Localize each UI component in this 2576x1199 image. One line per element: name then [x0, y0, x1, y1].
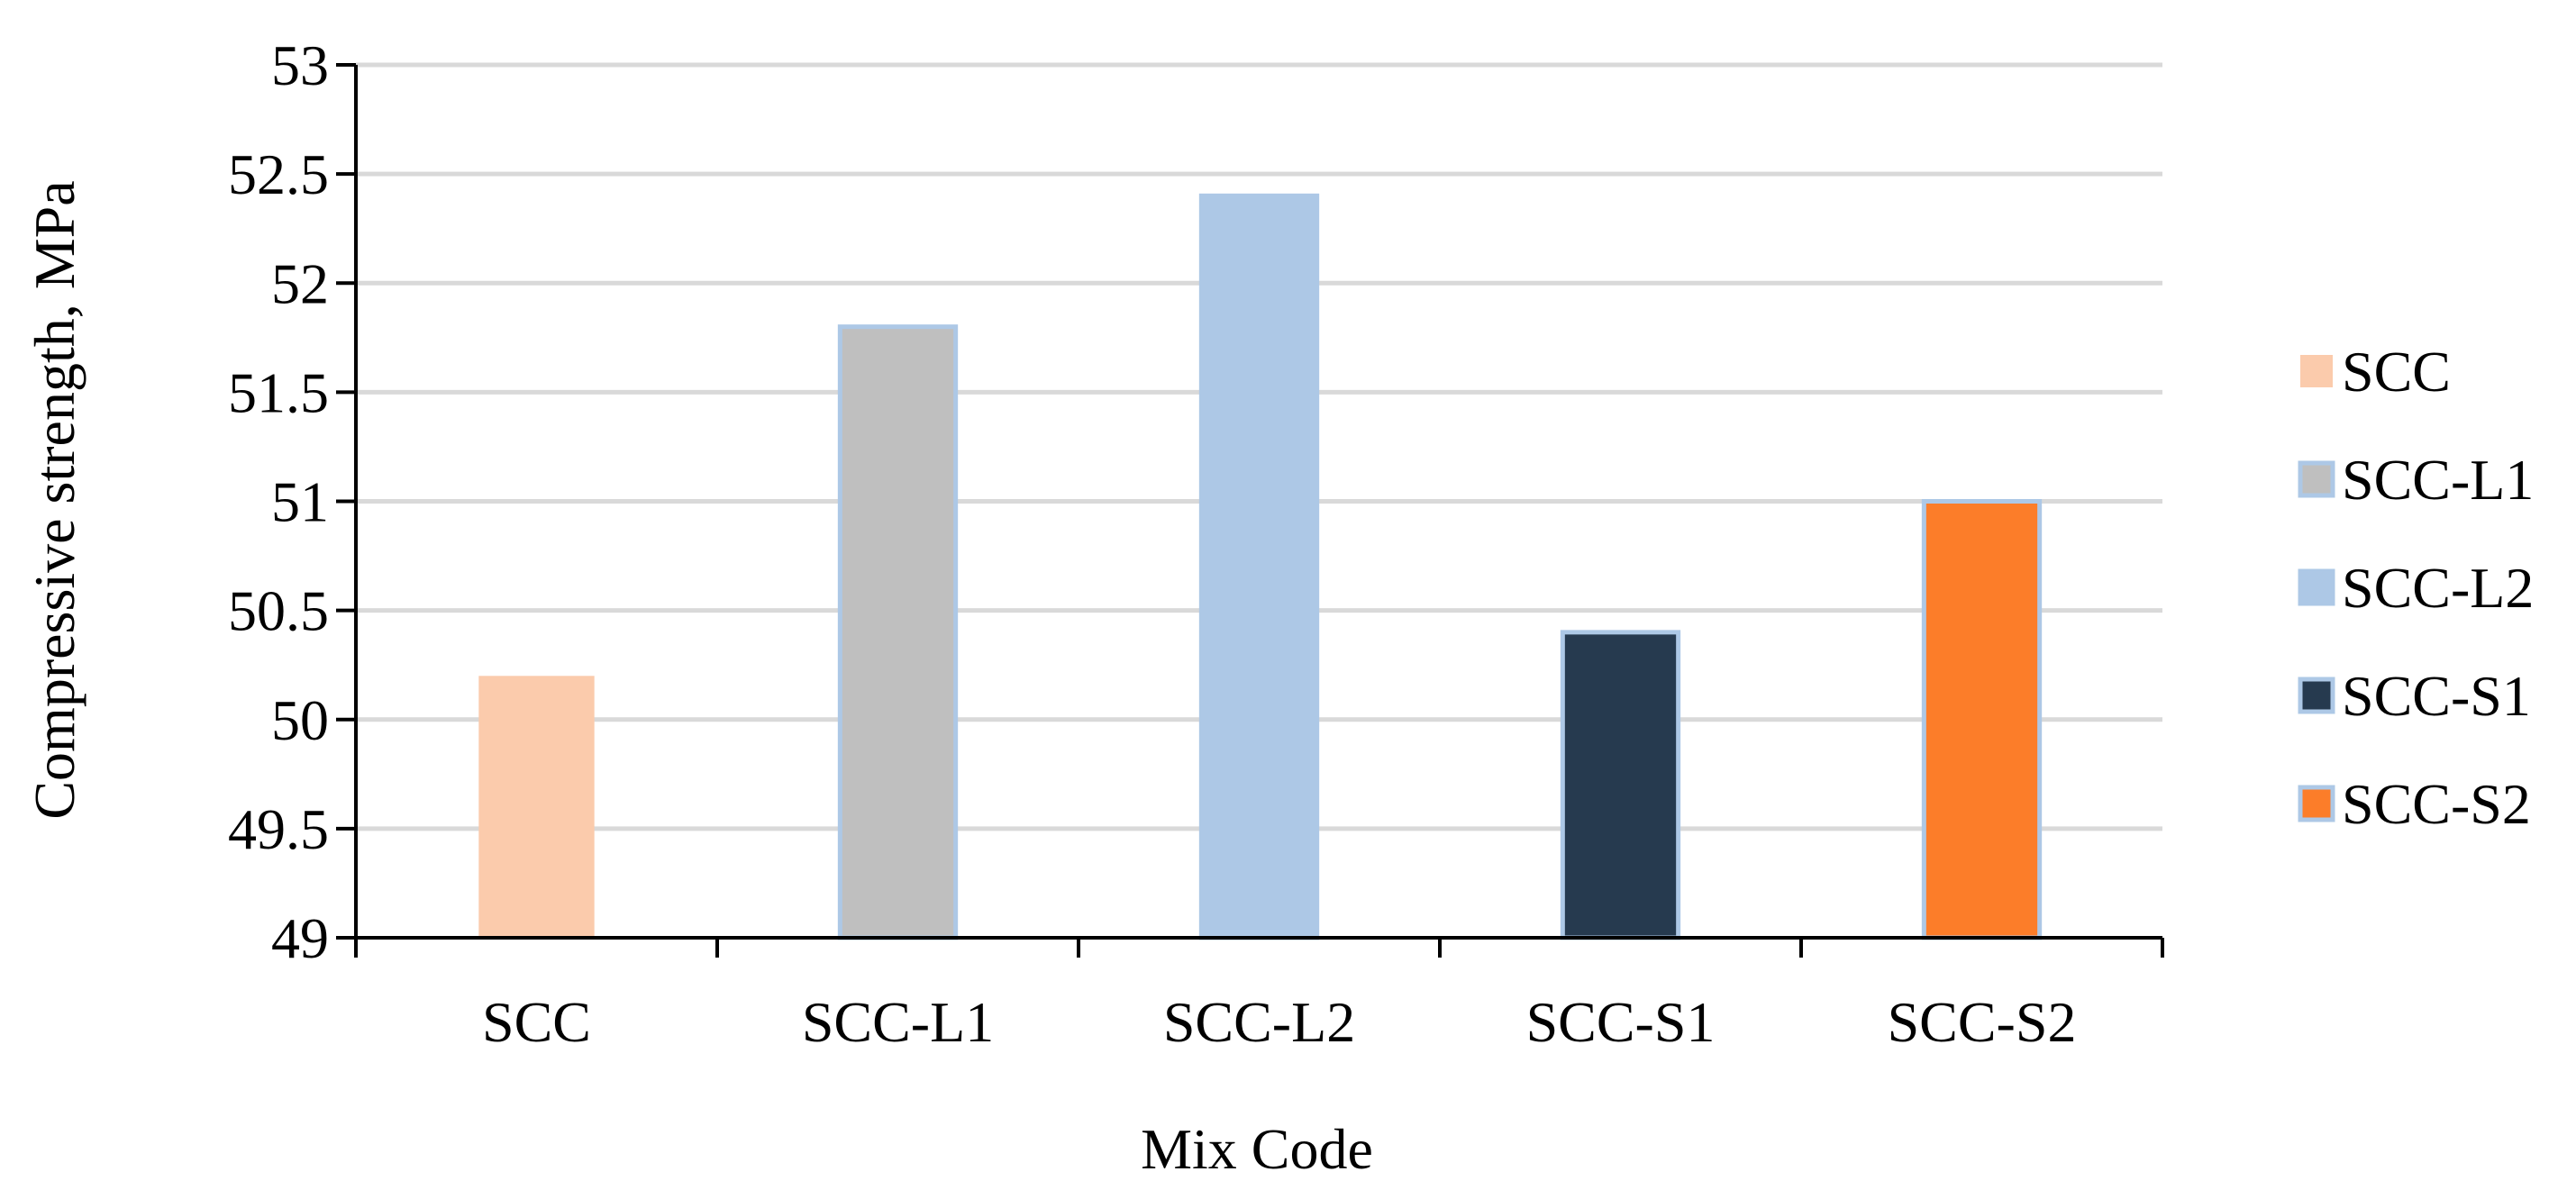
x-tick-label: SCC-L1	[802, 990, 994, 1054]
y-tick-label: 53	[271, 33, 329, 97]
y-tick-labels: 49 49.5 50 50.5 51 51.5 52 52.5 53	[228, 33, 329, 970]
legend-label: SCC-S1	[2342, 664, 2531, 728]
y-tick-label: 49.5	[228, 797, 329, 861]
y-tick-label: 52.5	[228, 142, 329, 206]
legend-label: SCC-S2	[2342, 772, 2531, 836]
y-tick-label: 51.5	[228, 360, 329, 424]
legend-label: SCC-L2	[2342, 556, 2534, 620]
legend-swatch	[2298, 677, 2335, 714]
y-tick-label: 51	[271, 470, 329, 534]
x-tick-labels: SCC SCC-L1 SCC-L2 SCC-S1 SCC-S2	[482, 990, 2076, 1054]
bars	[478, 193, 2043, 940]
bar-scc-s1	[1560, 630, 1681, 940]
legend-label: SCC-L1	[2342, 448, 2534, 512]
y-axis-title: Compressive strength, MPa	[23, 180, 86, 819]
x-axis-title: Mix Code	[1141, 1117, 1373, 1181]
legend-label: SCC	[2342, 340, 2451, 404]
legend-swatch	[2298, 785, 2335, 822]
legend-swatch	[2300, 355, 2333, 387]
bar-scc-s2	[1921, 499, 2043, 940]
x-tick-label: SCC	[482, 990, 591, 1054]
bar-scc-l2	[1198, 193, 1320, 940]
legend: SCC SCC-L1 SCC-L2 SCC-S1 SCC-S2	[2298, 340, 2534, 836]
y-tick-label: 50	[271, 688, 329, 752]
y-tick-label: 49	[271, 906, 329, 970]
axes	[336, 63, 2164, 958]
x-tick-label: SCC-L2	[1163, 990, 1355, 1054]
y-tick-label: 50.5	[228, 579, 329, 643]
legend-swatch	[2298, 568, 2335, 606]
x-tick-label: SCC-S1	[1526, 990, 1716, 1054]
y-tick-label: 52	[271, 251, 329, 315]
x-tick-label: SCC-S2	[1888, 990, 2077, 1054]
bar-scc-l1	[837, 324, 959, 940]
bar-scc	[478, 676, 595, 938]
legend-swatch	[2298, 460, 2335, 498]
